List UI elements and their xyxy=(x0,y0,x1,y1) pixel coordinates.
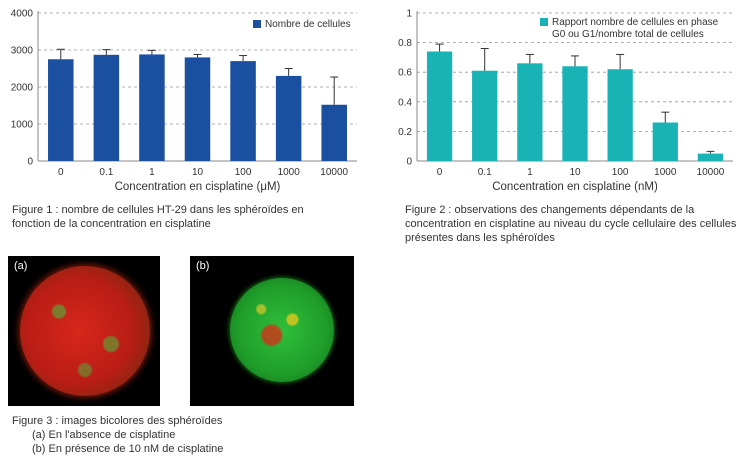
x-tick-label: 100 xyxy=(235,167,252,178)
x-tick-label: 1 xyxy=(149,167,155,178)
bar xyxy=(139,54,165,161)
y-tick-label: 0.8 xyxy=(398,38,412,49)
bar xyxy=(562,66,588,161)
bar xyxy=(472,70,498,161)
cell-count-chart: 0 1000 2000 3000 4000 0 0.1 1 10 100 1000 10000 Conc… xyxy=(11,9,357,193)
figure-2-caption: Figure 2 : observations des changements … xyxy=(405,204,737,244)
y-tick-label: 4000 xyxy=(11,9,34,20)
legend-label: Nombre de cellules xyxy=(265,19,351,30)
bar xyxy=(321,104,347,161)
x-tick-label: 0.1 xyxy=(478,167,492,178)
spheroid-image-b: (b) xyxy=(190,256,354,406)
x-tick-label: 0 xyxy=(437,167,443,178)
spheroid-red-dominant xyxy=(20,266,150,396)
cell-cycle-ratio-chart: 00.20.40.60.810 0.1 1 10 100 1000 10000Concent… xyxy=(398,9,733,193)
figure-3-item-b: (b) En présence de 10 nM de cisplatine xyxy=(32,443,224,455)
x-tick-label: 1000 xyxy=(278,167,301,178)
legend-label: Rapport nombre de cellules en phase xyxy=(552,17,719,28)
x-tick-label: 10 xyxy=(569,167,581,178)
y-tick-label: 0 xyxy=(27,157,33,168)
bar xyxy=(184,57,211,161)
spheroid-image-a: (a) xyxy=(8,256,160,406)
legend-label: G0 ou G1/nombre total de cellules xyxy=(552,29,704,40)
y-tick-label: 1 xyxy=(406,9,412,20)
y-tick-label: 0.6 xyxy=(398,68,412,79)
y-tick-label: 0.4 xyxy=(398,97,412,108)
bar xyxy=(426,51,453,162)
y-tick-label: 0 xyxy=(406,157,412,168)
bar xyxy=(652,122,678,161)
x-tick-label: 10 xyxy=(192,167,204,178)
y-tick-label: 3000 xyxy=(11,46,34,57)
y-tick-label: 1000 xyxy=(11,120,34,131)
figure-3-item-a: (a) En l'absence de cisplatine xyxy=(32,429,176,441)
x-tick-label: 0 xyxy=(58,167,64,178)
x-axis-title: Concentration en cisplatine (nM) xyxy=(492,181,658,193)
bar xyxy=(517,63,543,161)
legend-swatch xyxy=(540,18,548,26)
bar xyxy=(275,75,302,161)
spheroid-green-dominant xyxy=(230,278,334,382)
x-tick-label: 1000 xyxy=(654,167,677,178)
figure-3-caption: Figure 3 : images bicolores des sphéroïd… xyxy=(12,414,342,456)
image-a-label: (a) xyxy=(14,260,28,272)
x-axis-title: Concentration en cisplatine (μM) xyxy=(115,181,281,193)
bar xyxy=(48,59,74,161)
x-tick-label: 100 xyxy=(612,167,629,178)
y-tick-label: 0.2 xyxy=(398,127,412,138)
bar xyxy=(607,69,633,161)
figure-3-title: Figure 3 : images bicolores des sphéroïd… xyxy=(12,415,223,427)
x-tick-label: 10000 xyxy=(697,167,725,178)
bar xyxy=(93,54,120,162)
figure-1-caption: Figure 1 : nombre de cellules HT-29 dans… xyxy=(12,204,304,230)
legend-swatch xyxy=(253,20,261,28)
x-tick-label: 10000 xyxy=(320,167,348,178)
image-b-label: (b) xyxy=(196,260,210,272)
y-tick-label: 2000 xyxy=(11,83,34,94)
x-tick-label: 0.1 xyxy=(99,167,113,178)
x-tick-label: 1 xyxy=(527,167,533,178)
bar xyxy=(697,153,724,161)
bar xyxy=(230,61,256,161)
